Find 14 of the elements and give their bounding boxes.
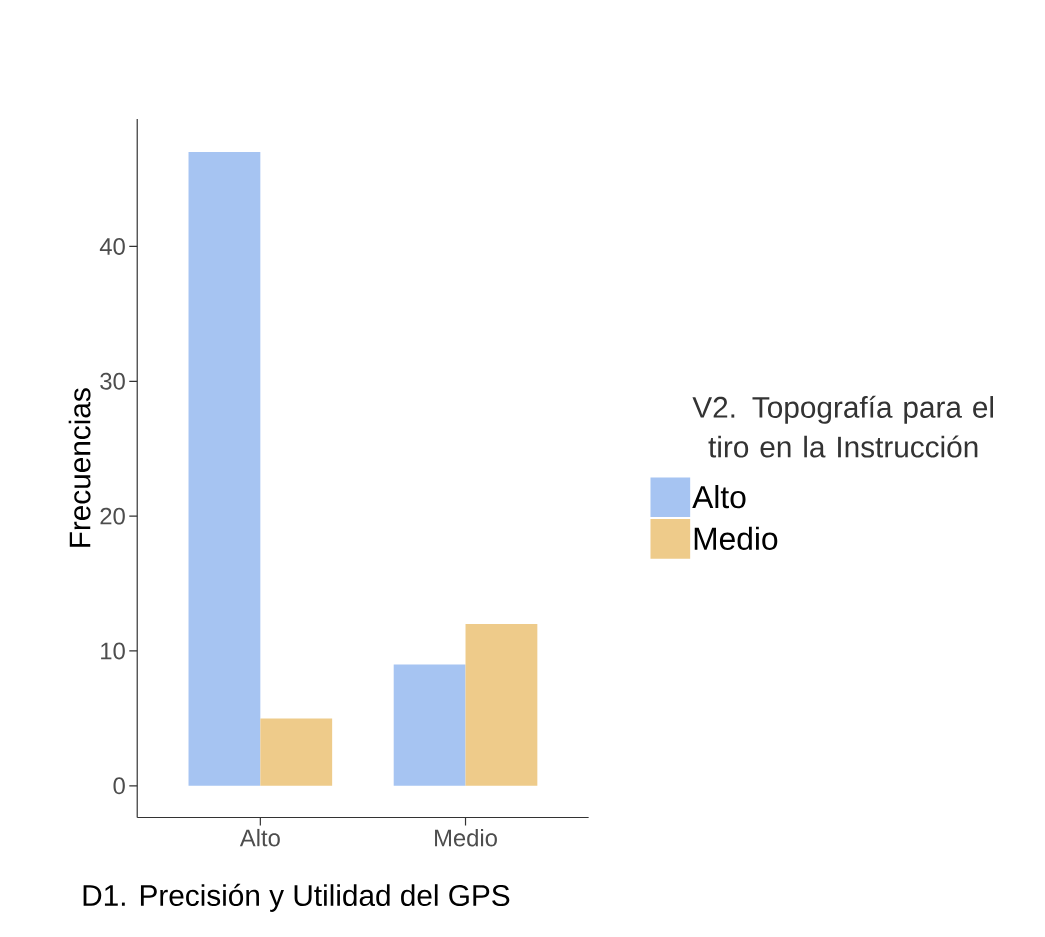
y-tick-label: 0 xyxy=(113,777,125,795)
y-tick-label: 20 xyxy=(100,507,125,525)
y-axis-title: Frecuencias xyxy=(68,388,91,548)
bar xyxy=(188,152,261,787)
bar xyxy=(393,664,466,787)
y-tick-label: 10 xyxy=(101,642,125,660)
bar xyxy=(465,624,538,787)
y-tick-label: 30 xyxy=(100,373,125,390)
legend-label: Alto xyxy=(692,485,746,509)
x-axis-title: D1. Precisión y Utilidad del GPS xyxy=(83,884,510,913)
legend-label: Medio xyxy=(694,526,778,551)
y-tick-label: 40 xyxy=(99,238,125,256)
legend-title: V2. Topografía para el tiro en la Instrucción xyxy=(692,395,994,458)
bar xyxy=(260,718,333,787)
